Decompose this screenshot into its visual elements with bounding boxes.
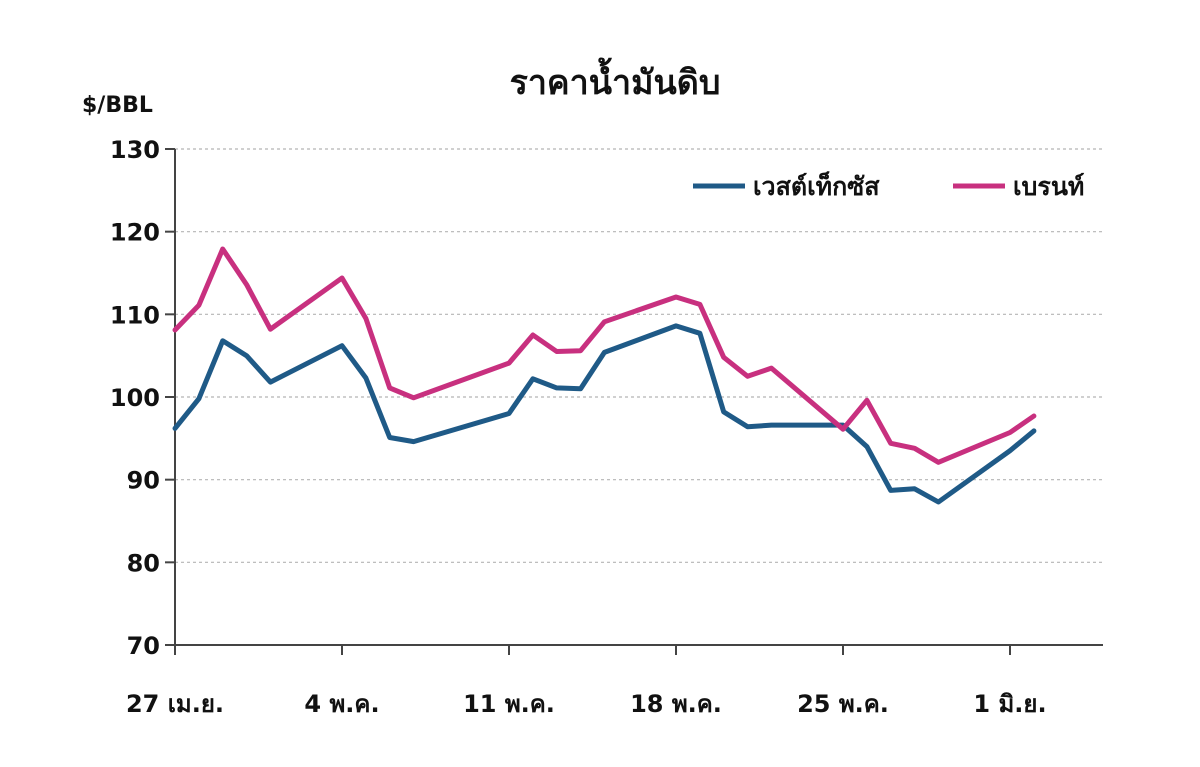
x-tick-label: 27 เม.ย. bbox=[126, 690, 224, 718]
x-tick-label: 4 พ.ค. bbox=[304, 690, 379, 718]
x-axis-ticks: 27 เม.ย. 4 พ.ค. 11 พ.ค. 18 พ.ค. 25 พ.ค. 1 มิ.… bbox=[126, 645, 1047, 718]
legend-label-1: เบรนท์ bbox=[1013, 172, 1084, 201]
series-line-0 bbox=[172, 323, 1037, 505]
y-axis-ticks: 70 80 90 100 110 120 130 bbox=[110, 136, 175, 660]
x-tick-label: 11 พ.ค. bbox=[463, 690, 555, 718]
y-tick-label: 90 bbox=[127, 467, 160, 495]
x-tick-label: 1 มิ.ย. bbox=[973, 690, 1046, 718]
y-tick-label: 80 bbox=[127, 549, 160, 577]
y-tick-label: 120 bbox=[110, 219, 160, 247]
y-tick-label: 130 bbox=[110, 136, 160, 164]
series-lines bbox=[172, 246, 1037, 505]
y-tick-label: 110 bbox=[110, 301, 160, 329]
series-line-1 bbox=[172, 246, 1037, 465]
legend-label-0: เวสต์เท็กซัส bbox=[753, 171, 880, 201]
y-axis-unit-label: $/BBL bbox=[82, 93, 153, 118]
y-tick-label: 100 bbox=[110, 384, 160, 412]
gridlines bbox=[175, 148, 1103, 563]
chart-title: ราคาน้ำมันดิบ bbox=[510, 57, 721, 103]
legend: เวสต์เท็กซัส เบรนท์ bbox=[693, 171, 1084, 201]
x-tick-label: 25 พ.ค. bbox=[797, 690, 889, 718]
x-tick-label: 18 พ.ค. bbox=[630, 690, 722, 718]
y-tick-label: 70 bbox=[127, 632, 160, 660]
